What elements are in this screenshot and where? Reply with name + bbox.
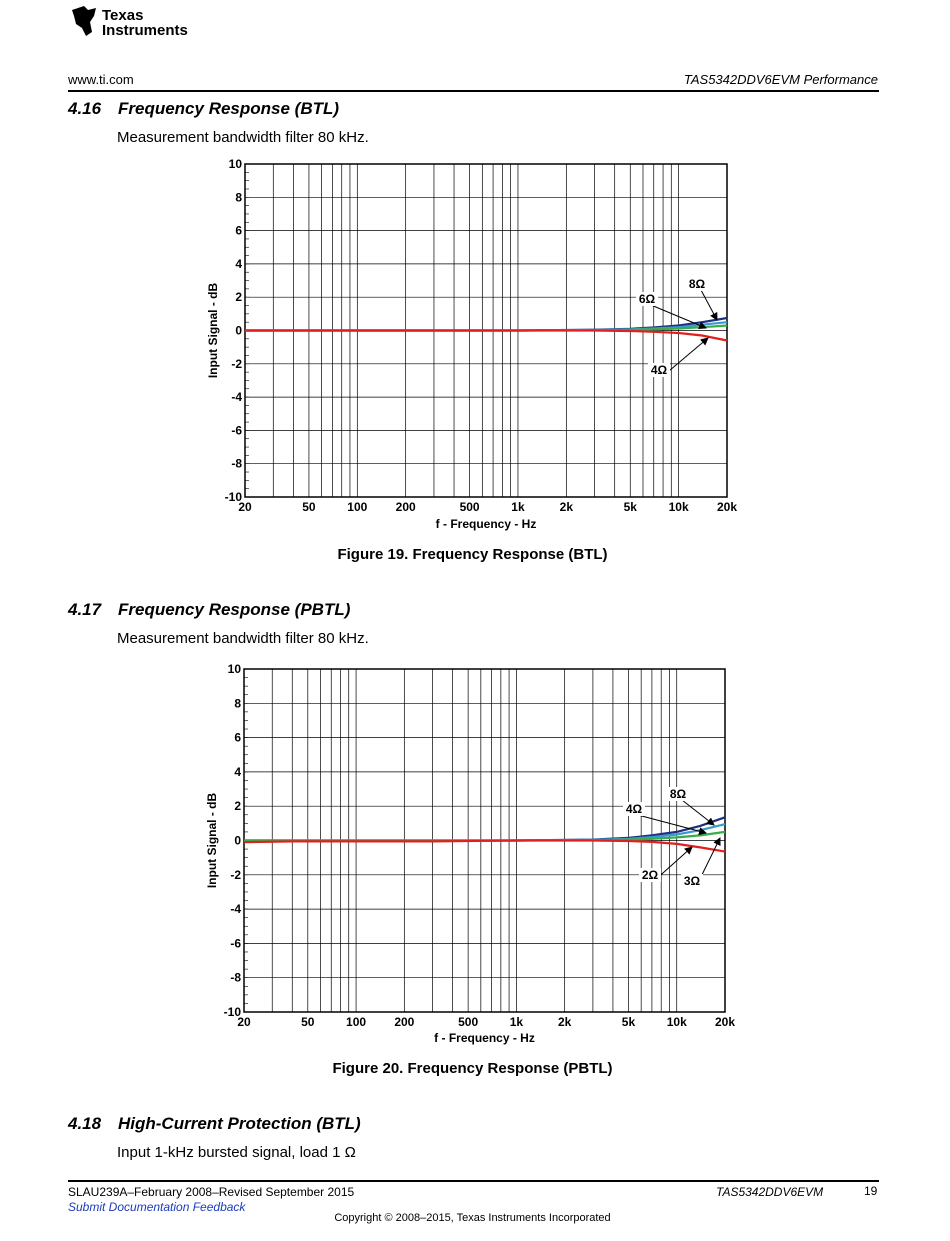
section-heading-4-18: 4.18 High-Current Protection (BTL) [68,1114,361,1134]
x-tick-label: 200 [394,1015,414,1029]
section-number: 4.17 [68,600,102,619]
y-tick-label: -4 [231,390,242,404]
annotation-label: 4Ω [651,363,668,377]
annotation-arrow [662,337,709,377]
x-tick-label: 200 [396,500,416,514]
y-tick-label: -10 [225,490,243,504]
y-tick-label: 4 [234,765,241,779]
doc-section-title: TAS5342DDV6EVM Performance [683,72,878,87]
annotation-label: 2Ω [642,868,659,882]
figure-19-caption: Figure 19. Frequency Response (BTL) [337,546,608,563]
series-line [243,839,726,853]
y-tick-label: -2 [230,868,241,882]
y-tick-label: 6 [234,731,241,745]
x-tick-label: 20k [717,500,737,514]
x-tick-label: 50 [301,1015,315,1029]
section-title: Frequency Response (BTL) [118,99,340,118]
annotation-label: 3Ω [684,874,701,888]
website-link[interactable]: www.ti.com [68,72,134,87]
section-text: Measurement bandwidth filter 80 kHz. [117,129,369,146]
x-axis-label: f - Frequency - Hz [434,1031,535,1045]
y-tick-label: -6 [231,423,242,437]
x-axis-label: f - Frequency - Hz [436,517,537,531]
series-line [245,329,728,342]
y-tick-label: 10 [228,662,242,676]
y-tick-label: 0 [234,834,241,848]
y-tick-label: 2 [234,799,241,813]
annotation-arrow [681,799,715,826]
annotation-bg [667,787,689,801]
x-tick-label: 5k [622,1015,636,1029]
x-tick-label: 2k [558,1015,572,1029]
x-tick-label: 100 [346,1015,366,1029]
x-tick-label: 20 [237,1015,251,1029]
y-tick-label: -8 [230,971,241,985]
y-tick-label: 8 [234,696,241,710]
section-number: 4.18 [68,1114,102,1133]
section-text: Input 1-kHz bursted signal, load 1 Ω [117,1144,356,1161]
logo-wordmark-line1: Texas [102,7,143,24]
y-tick-label: -2 [231,357,242,371]
section-heading-4-17: 4.17 Frequency Response (PBTL) [68,600,350,620]
y-tick-label: 4 [235,257,242,271]
figure-19-chart: -10 -8 -6 -4 -2 0 2 4 6 8 10 20 50 100 200 500 1k 2k 5k 10k… [206,157,737,531]
section-heading-4-16: 4.16 Frequency Response (BTL) [68,99,339,119]
annotation-bg [648,363,670,377]
y-axis-label: Input Signal - dB [205,793,219,889]
x-tick-label: 2k [560,500,574,514]
x-tick-label: 5k [624,500,638,514]
figure-20-chart: -10 -8 -6 -4 -2 0 2 4 6 8 10 20 50 100 200 500 1k 2k 5k 10k… [205,662,735,1045]
x-tick-label: 20k [715,1015,735,1029]
y-tick-label: 10 [229,157,243,171]
y-tick-label: 2 [235,290,242,304]
x-tick-label: 20 [238,500,252,514]
annotation-bg [623,802,645,816]
y-axis-label: Input Signal - dB [206,283,220,379]
y-tick-label: 8 [235,190,242,204]
y-tick-label: -10 [224,1005,242,1019]
x-tick-label: 500 [460,500,480,514]
header-rule [68,90,879,92]
x-tick-label: 10k [667,1015,687,1029]
annotation-label: 8Ω [689,277,706,291]
section-text: Measurement bandwidth filter 80 kHz. [117,630,369,647]
annotation-arrow [650,304,707,329]
x-tick-label: 10k [669,500,689,514]
annotation-bg [636,292,658,306]
section-title: High-Current Protection (BTL) [118,1114,361,1133]
annotation-label: 6Ω [639,292,656,306]
section-number: 4.16 [68,99,102,118]
x-tick-label: 100 [347,500,367,514]
x-tick-label: 1k [511,500,525,514]
y-tick-label: 6 [235,224,242,238]
figure-20-caption: Figure 20. Frequency Response (PBTL) [332,1060,613,1077]
x-tick-label: 1k [510,1015,524,1029]
annotation-arrow [700,289,718,321]
y-tick-label: -6 [230,936,241,950]
annotation-bg [681,874,703,888]
page-number: 19 [864,1184,878,1198]
ti-logo-icon [72,6,96,36]
copyright: Copyright © 2008–2015, Texas Instruments… [334,1212,611,1224]
annotation-label: 8Ω [670,787,687,801]
feedback-link[interactable]: Submit Documentation Feedback [68,1200,246,1214]
section-title: Frequency Response (PBTL) [118,600,351,619]
annotation-arrow [637,814,707,836]
x-tick-label: 50 [302,500,316,514]
footer-product: TAS5342DDV6EVM [716,1185,824,1199]
annotation-label: 4Ω [626,802,643,816]
annotation-bg [639,868,661,882]
x-tick-label: 500 [458,1015,478,1029]
y-tick-label: -8 [231,457,242,471]
ti-logo: Texas Instruments [72,6,188,39]
annotation-bg [686,277,708,291]
y-tick-label: 0 [235,324,242,338]
doc-id: SLAU239A–February 2008–Revised September… [68,1185,355,1199]
logo-wordmark-line2: Instruments [102,22,188,39]
y-tick-label: -4 [230,902,241,916]
footer-rule [68,1180,879,1182]
